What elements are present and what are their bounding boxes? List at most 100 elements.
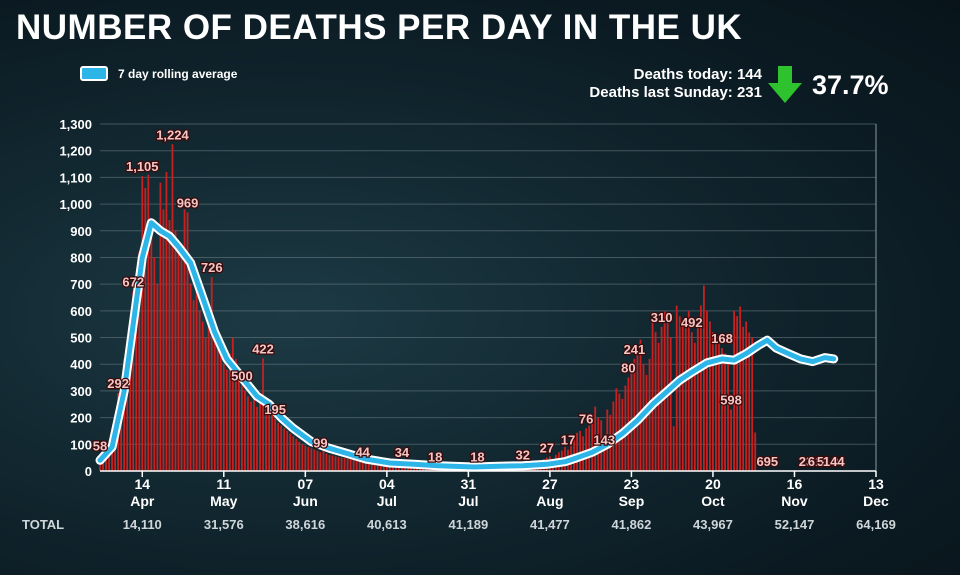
bar	[382, 462, 385, 471]
bar	[135, 300, 138, 471]
bar	[241, 385, 243, 471]
data-labels: 58 292 672 1,105 1,224 969 726 500 422 195 99 44 34 1…	[92, 126, 847, 470]
x-tick-label-month: Apr	[130, 493, 155, 509]
bar	[204, 337, 207, 471]
bar	[219, 348, 222, 471]
x-tick-label-day: 16	[787, 476, 803, 492]
bar	[678, 316, 681, 471]
bar	[657, 342, 660, 471]
data-label: 44	[355, 444, 370, 459]
bar	[699, 305, 702, 471]
bar	[745, 321, 748, 471]
bar	[636, 348, 639, 471]
x-tick-label-day: 20	[705, 476, 721, 492]
data-label: 1,105	[126, 159, 159, 174]
bar	[228, 353, 231, 471]
total-value: 40,613	[366, 517, 407, 532]
bar	[177, 241, 180, 471]
y-axis: 0 100 200 300 400 500 600 700 800 900 1,000 1,100 1,…	[59, 117, 92, 479]
y-tick-label: 500	[70, 331, 92, 346]
y-tick-label: 100	[70, 437, 92, 452]
data-label: 422	[252, 341, 274, 356]
data-label: 695	[756, 454, 778, 469]
bar	[358, 460, 361, 471]
data-label: 616	[808, 454, 830, 469]
bar	[370, 460, 373, 471]
x-axis: 14Apr11May07Jun04Jul31Jul27Aug23Sep20Oct…	[100, 470, 889, 509]
bar	[721, 348, 723, 471]
data-label: 27	[540, 441, 554, 456]
y-tick-label: 700	[70, 277, 92, 292]
daily-deaths-bars	[99, 144, 757, 472]
bar	[250, 401, 252, 471]
total-value: 14,110	[122, 517, 162, 532]
bar	[331, 455, 334, 471]
bar	[280, 425, 283, 471]
bar	[207, 326, 210, 471]
bar	[301, 444, 304, 471]
x-tick-label-day: 04	[379, 476, 395, 492]
data-label: 32	[515, 448, 529, 463]
y-tick-label: 600	[70, 304, 92, 319]
bar	[712, 332, 714, 471]
bar	[289, 433, 292, 471]
data-label: 492	[681, 315, 703, 330]
bar	[343, 458, 346, 471]
bar	[234, 358, 237, 471]
total-value: 41,862	[611, 517, 652, 532]
bar	[201, 321, 204, 471]
bar	[129, 337, 132, 471]
bar	[376, 461, 379, 471]
bar	[328, 454, 331, 471]
data-label: 18	[470, 450, 484, 465]
bar	[727, 358, 729, 471]
bar	[316, 450, 319, 471]
bar	[340, 457, 343, 471]
bar	[102, 460, 104, 471]
bar	[253, 390, 255, 471]
bar	[189, 284, 192, 471]
x-tick-label-day: 14	[134, 476, 150, 492]
total-value: 52,147	[774, 517, 815, 532]
bar	[325, 453, 328, 471]
total-value: 31,576	[203, 517, 244, 532]
data-label: 500	[231, 369, 253, 384]
data-label: 241	[624, 342, 646, 357]
y-tick-label: 0	[85, 464, 92, 479]
bar	[696, 321, 699, 471]
bar	[286, 430, 289, 471]
bar	[709, 321, 711, 471]
total-value: 41,477	[530, 517, 570, 532]
legend-label: 7 day rolling average	[118, 66, 238, 81]
bar	[552, 466, 554, 471]
x-tick-label-month: Jun	[293, 493, 318, 509]
bar	[144, 188, 147, 472]
bar	[594, 406, 597, 471]
bar	[751, 337, 754, 471]
data-label: 519	[817, 454, 839, 469]
data-label: 1,224	[156, 127, 189, 142]
bar	[195, 268, 198, 471]
bar	[367, 459, 370, 471]
bar	[298, 441, 301, 471]
bar	[361, 461, 364, 471]
bar	[651, 321, 654, 471]
bar	[132, 291, 135, 471]
bar	[192, 300, 195, 471]
y-tick-label: 1,000	[59, 197, 92, 212]
bar	[168, 220, 171, 471]
bar	[186, 212, 189, 471]
bar	[313, 449, 316, 471]
x-tick-label-month: Sep	[619, 493, 645, 509]
bar	[322, 444, 325, 471]
bar	[352, 459, 355, 471]
bar	[180, 257, 183, 471]
rolling-average-line	[95, 218, 839, 472]
bar	[588, 425, 591, 471]
bar	[373, 460, 376, 471]
bar	[681, 321, 684, 471]
bar	[162, 209, 165, 471]
data-label: 143	[593, 433, 615, 448]
bar	[268, 409, 270, 471]
bar	[210, 277, 213, 471]
